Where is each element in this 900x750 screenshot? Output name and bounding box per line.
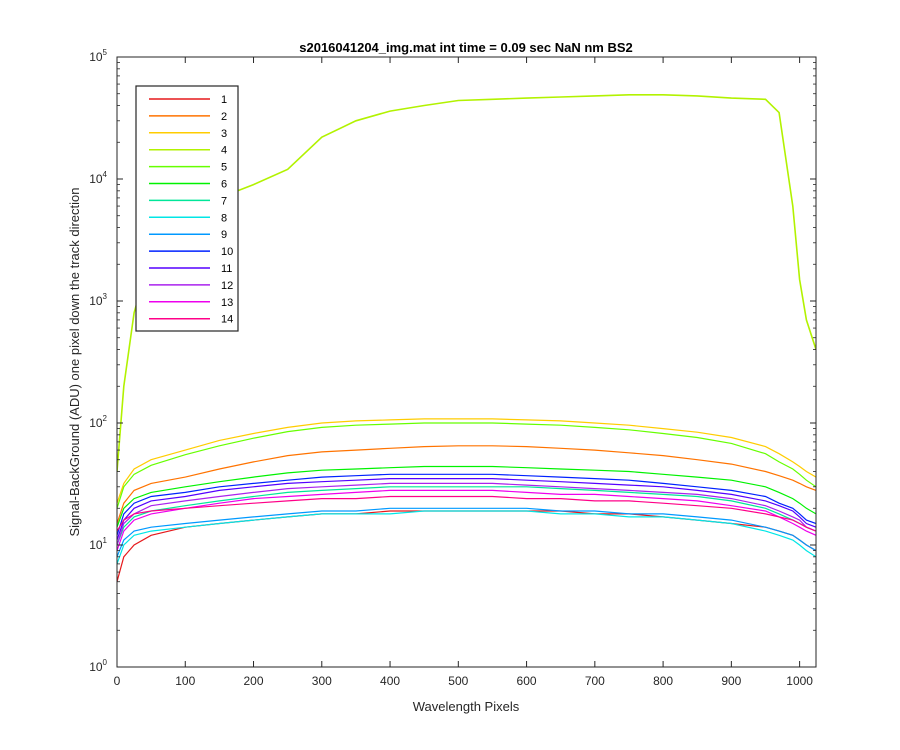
chart-title: s2016041204_img.mat int time = 0.09 sec … — [299, 40, 633, 55]
legend-item-4: 4 — [149, 145, 227, 157]
x-tick-label: 700 — [585, 674, 605, 688]
series-line-5 — [117, 422, 816, 509]
legend-label: 12 — [221, 280, 233, 292]
y-tick-label: 100 — [89, 658, 107, 674]
x-tick-label: 800 — [653, 674, 673, 688]
x-tick-label: 900 — [721, 674, 741, 688]
series-line-8 — [117, 510, 816, 565]
tick-layer: 0 100 200 300 400 500 600 700 800 900 100010010110… — [89, 48, 816, 688]
plot-frame — [116, 56, 817, 668]
series-line-13 — [117, 489, 816, 551]
legend-label: 1 — [221, 94, 227, 106]
series-line-10 — [117, 473, 816, 536]
legend-item-1: 1 — [149, 94, 227, 106]
x-tick-label: 0 — [114, 674, 121, 688]
legend-label: 2 — [221, 111, 227, 123]
legend-item-12: 12 — [149, 280, 233, 292]
series-line-6 — [117, 465, 816, 528]
legend-item-3: 3 — [149, 128, 227, 140]
legend-label: 3 — [221, 128, 227, 140]
legend-item-7: 7 — [149, 195, 227, 207]
x-tick-label: 100 — [175, 674, 195, 688]
legend-label: 4 — [221, 145, 227, 157]
x-axis-label: Wavelength Pixels — [413, 699, 520, 714]
legend-item-13: 13 — [149, 297, 233, 309]
x-tick-label: 300 — [312, 674, 332, 688]
x-tick-label: 200 — [244, 674, 264, 688]
series-line-14 — [117, 495, 816, 532]
legend-label: 10 — [221, 246, 233, 258]
legend-label: 5 — [221, 162, 227, 174]
legend-label: 7 — [221, 195, 227, 207]
legend-label: 6 — [221, 179, 227, 191]
y-tick-label: 101 — [89, 536, 107, 552]
legend-item-2: 2 — [149, 111, 227, 123]
x-tick-label: 500 — [448, 674, 468, 688]
legend-item-9: 9 — [149, 229, 227, 241]
series-line-11 — [117, 478, 816, 541]
legend-item-8: 8 — [149, 212, 227, 224]
series-line-12 — [117, 482, 816, 546]
legend-box — [135, 85, 239, 332]
series-line-9 — [117, 507, 816, 558]
legend-item-6: 6 — [149, 179, 227, 191]
legend-item-14: 14 — [149, 314, 233, 326]
legend-item-11: 11 — [149, 263, 232, 275]
legend-label: 9 — [221, 229, 227, 241]
y-tick-label: 105 — [89, 48, 107, 64]
y-axis-label: Signal-BackGround (ADU) one pixel down t… — [67, 187, 82, 536]
legend-label: 11 — [221, 263, 232, 275]
legend-label: 14 — [221, 314, 233, 326]
series-layer — [117, 94, 816, 582]
x-tick-label: 1000 — [786, 674, 813, 688]
series-line-7 — [117, 486, 816, 546]
legend-item-5: 5 — [149, 162, 227, 174]
series-line-3 — [117, 418, 816, 504]
y-tick-label: 102 — [89, 414, 107, 430]
legend-item-10: 10 — [149, 246, 233, 258]
x-tick-label: 400 — [380, 674, 400, 688]
y-tick-label: 104 — [89, 170, 107, 186]
y-tick-label: 103 — [89, 292, 107, 308]
series-line-2 — [117, 445, 816, 524]
legend-label: 8 — [221, 212, 227, 224]
legend-label: 13 — [221, 297, 233, 309]
x-tick-label: 600 — [517, 674, 537, 688]
